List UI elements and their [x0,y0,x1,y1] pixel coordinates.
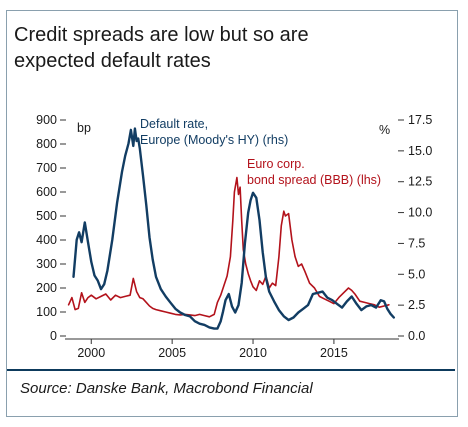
series-label-bond-spread-line-2: bond spread (BBB) (lhs) [247,173,381,187]
x-axis-tick-label: 2000 [77,346,105,360]
left-axis-tick-label: 0 [50,329,57,343]
series-label-bond-spread-line-1: Euro corp. [247,157,305,171]
chart-area: 0 100 200 300 400 500 600 700 800 900 0.0 2.5 5.0 7.5… [7,100,455,362]
left-axis-tick-label: 800 [36,137,57,151]
right-axis-tick-label: 5.0 [408,267,425,281]
series-label-default-rate-line-1: Default rate, [140,117,208,131]
left-axis-tick-label: 700 [36,161,57,175]
chart-title: Credit spreads are low but so are expect… [14,22,444,74]
series-label-default-rate-line-2: Europe (Moody's HY) (rhs) [140,133,288,147]
left-axis-tick-label: 500 [36,209,57,223]
axes-layer: 0 100 200 300 400 500 600 700 800 900 0.0 2.5 5.0 7.5… [36,113,432,360]
left-axis-tick-label: 300 [36,257,57,271]
right-axis-tick-label: 12.5 [408,175,432,189]
chart-title-line-2: expected default rates [14,50,211,72]
left-axis-tick-label: 100 [36,305,57,319]
line-chart: 0 100 200 300 400 500 600 700 800 900 0.0 2.5 5.0 7.5… [36,113,432,360]
series-layer [67,127,395,330]
left-axis-unit: bp [77,121,91,135]
series-line-default-rate [72,127,395,330]
left-axis-tick-label: 200 [36,281,57,295]
x-axis-tick-label: 2010 [239,346,267,360]
right-axis-unit: % [379,123,390,137]
right-axis-tick-label: 7.5 [408,236,425,250]
left-axis-tick-label: 400 [36,233,57,247]
labels-layer: Default rate, Europe (Moody's HY) (rhs) Eu… [140,117,381,187]
chart-frame [6,10,458,417]
right-axis-tick-label: 0.0 [408,329,425,343]
source-note: Source: Danske Bank, Macrobond Financial [20,380,313,397]
right-axis-tick-label: 10.0 [408,206,432,220]
left-axis-tick-label: 600 [36,185,57,199]
x-axis-tick-label: 2005 [158,346,186,360]
left-axis-tick-label: 900 [36,113,57,127]
right-axis-tick-label: 15.0 [408,144,432,158]
chart-title-line-1: Credit spreads are low but so are [14,24,309,46]
right-axis-tick-label: 17.5 [408,113,432,127]
source-divider [7,369,455,371]
x-axis-tick-label: 2015 [320,346,348,360]
series-line-bond-spread [67,176,390,318]
right-axis-tick-label: 2.5 [408,298,425,312]
